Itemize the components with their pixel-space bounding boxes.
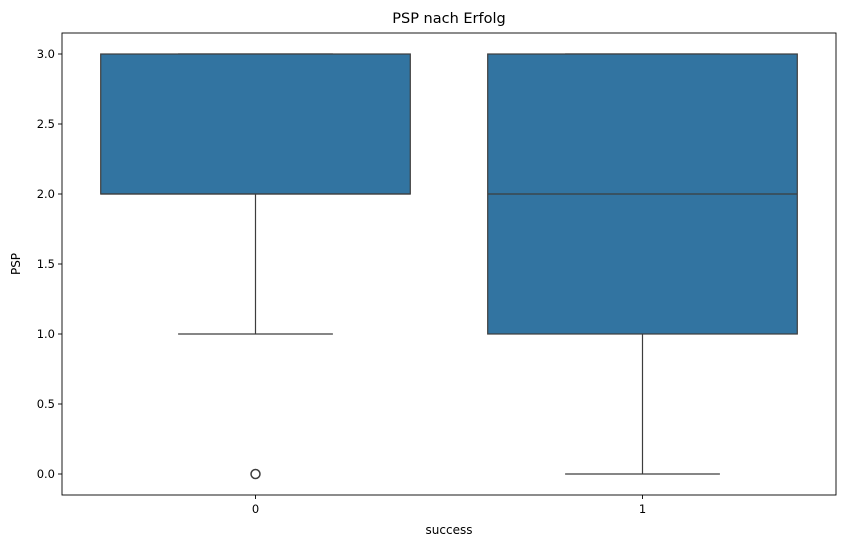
y-axis-label: PSP — [9, 253, 23, 275]
box-group-0 — [100, 53, 411, 480]
y-tick-label-6: 3.0 — [37, 47, 55, 61]
y-tick-label-2: 1.0 — [37, 327, 55, 341]
x-tick-label-1: 1 — [639, 502, 646, 516]
y-axis: 0.0 0.5 1.0 1.5 2.0 2.5 3.0 — [37, 47, 62, 481]
plot-area — [100, 53, 798, 480]
y-tick-label-1: 0.5 — [37, 397, 55, 411]
box-0 — [100, 53, 411, 195]
y-tick-label-5: 2.5 — [37, 117, 55, 131]
y-tick-label-0: 0.0 — [37, 467, 55, 481]
y-tick-label-3: 1.5 — [37, 257, 55, 271]
chart-title: PSP nach Erfolg — [392, 11, 505, 27]
outlier-point-0-0 — [250, 468, 261, 480]
y-tick-label-4: 2.0 — [37, 187, 55, 201]
x-tick-label-0: 0 — [252, 502, 259, 516]
x-axis-label: success — [426, 523, 473, 537]
box-group-1 — [487, 53, 798, 475]
